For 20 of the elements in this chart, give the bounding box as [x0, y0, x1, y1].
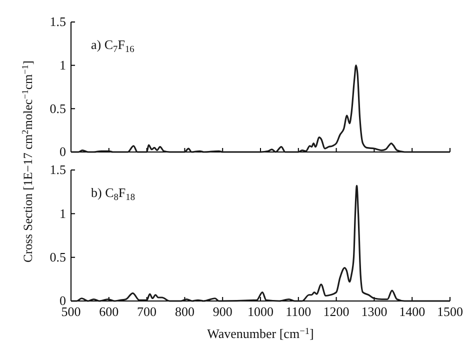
x-tick-label: 1400: [399, 304, 426, 320]
x-tick-label: 1200: [323, 304, 350, 320]
y-tick-label: 0: [60, 144, 66, 160]
x-tick-label: 1500: [437, 304, 463, 320]
y-tick-label: 0.5: [50, 100, 66, 116]
x-tick-label: 700: [137, 304, 157, 320]
y-tick-label: 1: [60, 206, 66, 221]
x-tick-label: 800: [174, 304, 194, 320]
y-tick-label: 1.5: [50, 162, 66, 178]
y-tick-label: 0.5: [50, 249, 66, 264]
x-axis-title: Wavenumber [cm$^{−1}$]: [207, 326, 314, 341]
y-tick-label: 1.5: [50, 14, 66, 30]
annotation: b) C$_{8}$F$_{18}$: [91, 185, 136, 203]
x-tick-label: 900: [212, 304, 232, 320]
x-tick-label: 1000: [248, 304, 274, 320]
x-tick-label: 1100: [286, 304, 312, 320]
y-tick-label: 1: [60, 57, 66, 72]
x-tick-label: 1300: [361, 304, 388, 320]
annotation: a) C$_{7}$F$_{16}$: [91, 37, 135, 55]
x-tick-label: 600: [99, 304, 119, 320]
